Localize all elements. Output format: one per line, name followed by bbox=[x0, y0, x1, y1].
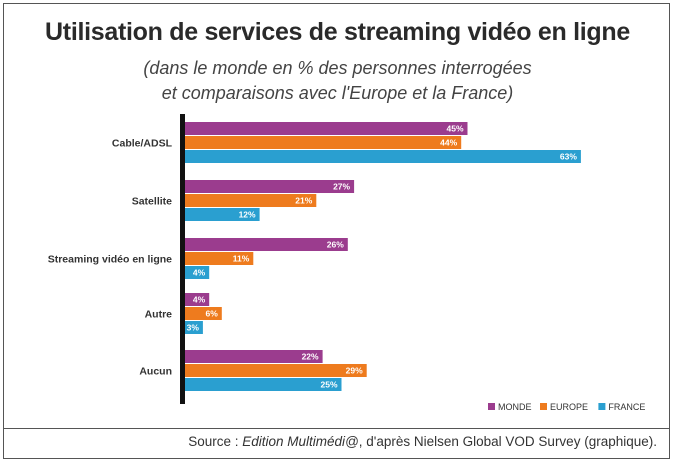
chart-title: Utilisation de services de streaming vid… bbox=[45, 18, 630, 46]
category-label: Autre bbox=[145, 309, 173, 321]
data-label: 44% bbox=[440, 138, 457, 148]
bar-monde bbox=[184, 238, 348, 251]
data-label: 29% bbox=[346, 366, 363, 376]
legend-label: EUROPE bbox=[550, 402, 588, 412]
bar-europe bbox=[184, 364, 367, 377]
chart-frame: Utilisation de services de streaming vid… bbox=[3, 3, 670, 459]
bar-monde bbox=[184, 293, 210, 306]
data-label: 11% bbox=[233, 254, 250, 264]
bar-france bbox=[184, 208, 260, 221]
bar-france bbox=[184, 266, 210, 279]
bar-europe bbox=[184, 194, 317, 207]
source-note: Source : Edition Multimédi@, d'après Nie… bbox=[188, 434, 657, 449]
data-label: 4% bbox=[193, 268, 206, 278]
bar-monde bbox=[184, 350, 323, 363]
chart-subtitle-line-2: et comparaisons avec l'Europe et la Fran… bbox=[161, 83, 514, 103]
legend-label: FRANCE bbox=[608, 402, 645, 412]
bar-chart: Cable/ADSL 45% 44% 63% Satellite 27% 21% 12% Str… bbox=[48, 114, 645, 412]
bar-europe bbox=[184, 252, 254, 265]
y-axis-line bbox=[180, 114, 185, 404]
source-suffix: , d'après Nielsen Global VOD Survey (gra… bbox=[358, 434, 657, 449]
category-label: Cable/ADSL bbox=[112, 138, 173, 150]
category-label: Satellite bbox=[132, 196, 172, 208]
data-label: 12% bbox=[239, 210, 256, 220]
legend-swatch-monde bbox=[488, 403, 495, 410]
data-label: 25% bbox=[320, 380, 337, 390]
data-label: 21% bbox=[295, 196, 312, 206]
legend-label: MONDE bbox=[498, 402, 532, 412]
bar-france bbox=[184, 321, 203, 334]
category-label: Aucun bbox=[139, 366, 172, 378]
chart-subtitle-line-1: (dans le monde en % des personnes interr… bbox=[143, 58, 532, 78]
bar-france bbox=[184, 378, 342, 391]
data-label: 3% bbox=[187, 323, 200, 333]
data-label: 22% bbox=[302, 352, 319, 362]
footer-divider bbox=[4, 428, 669, 429]
data-label: 63% bbox=[560, 152, 577, 162]
data-label: 27% bbox=[333, 182, 350, 192]
bar-monde bbox=[184, 180, 355, 193]
bar-france bbox=[184, 150, 581, 163]
legend-swatch-europe bbox=[540, 403, 547, 410]
source-prefix: Source : bbox=[188, 434, 243, 449]
bar-europe bbox=[184, 307, 222, 320]
data-label: 4% bbox=[193, 295, 206, 305]
bar-europe bbox=[184, 136, 462, 149]
data-label: 45% bbox=[446, 124, 463, 134]
data-label: 6% bbox=[206, 309, 219, 319]
data-label: 26% bbox=[327, 240, 344, 250]
source-publication: Edition Multimédi@ bbox=[242, 434, 359, 449]
legend-swatch-france bbox=[598, 403, 606, 410]
bar-monde bbox=[184, 122, 468, 135]
category-label: Streaming vidéo en ligne bbox=[48, 254, 172, 266]
